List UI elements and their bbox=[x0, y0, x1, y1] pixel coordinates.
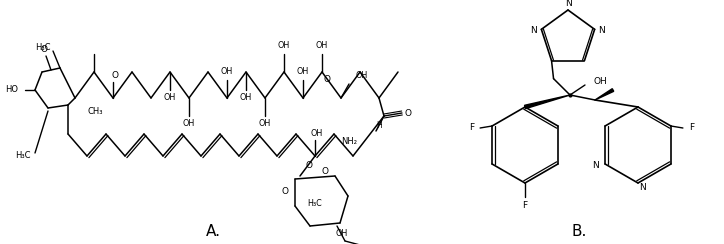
Text: NH₂: NH₂ bbox=[341, 136, 357, 145]
Text: H₃C: H₃C bbox=[15, 151, 30, 160]
Text: OH: OH bbox=[278, 41, 290, 51]
Text: CH₃: CH₃ bbox=[88, 108, 104, 116]
Text: F: F bbox=[469, 123, 474, 132]
Text: O: O bbox=[405, 109, 411, 118]
Text: OH: OH bbox=[311, 130, 323, 139]
Text: OH: OH bbox=[594, 78, 607, 87]
Text: O: O bbox=[321, 166, 329, 175]
Text: HO: HO bbox=[5, 85, 18, 94]
Text: OH: OH bbox=[336, 228, 348, 237]
Text: OH: OH bbox=[183, 120, 195, 129]
Text: OH: OH bbox=[164, 93, 176, 102]
Text: OH: OH bbox=[240, 93, 252, 102]
Text: N: N bbox=[639, 183, 645, 192]
Text: N: N bbox=[592, 162, 599, 171]
Text: OH: OH bbox=[297, 68, 309, 77]
Text: H: H bbox=[376, 122, 382, 131]
Text: B.: B. bbox=[571, 224, 587, 239]
Text: F: F bbox=[689, 123, 694, 132]
Text: F: F bbox=[523, 201, 528, 210]
Text: O: O bbox=[111, 71, 119, 81]
Text: OH: OH bbox=[259, 120, 271, 129]
Text: A.: A. bbox=[206, 224, 221, 239]
Text: OH: OH bbox=[355, 71, 367, 81]
Text: N: N bbox=[565, 0, 571, 9]
Text: OH: OH bbox=[221, 68, 233, 77]
Text: H₃C: H₃C bbox=[308, 200, 322, 209]
Text: O: O bbox=[306, 162, 313, 171]
Text: O: O bbox=[324, 75, 330, 84]
Text: N: N bbox=[530, 26, 536, 35]
Text: O: O bbox=[282, 186, 288, 195]
Text: OH: OH bbox=[316, 41, 328, 51]
Text: N: N bbox=[598, 26, 605, 35]
Polygon shape bbox=[525, 95, 570, 109]
Text: H₃C: H₃C bbox=[35, 43, 51, 52]
Text: O: O bbox=[41, 45, 48, 54]
Polygon shape bbox=[595, 89, 614, 100]
